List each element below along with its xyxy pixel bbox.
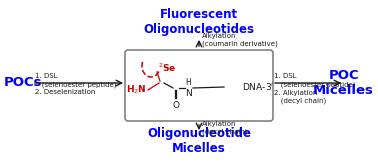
- Text: DNA-3$'$: DNA-3$'$: [242, 82, 274, 92]
- Text: Fluorescent
Oligonucleotides: Fluorescent Oligonucleotides: [144, 8, 254, 36]
- Text: 1. DSL
   (selenoester peptide)
2. Alkylation
   (decyl chain): 1. DSL (selenoester peptide) 2. Alkylati…: [274, 73, 355, 104]
- Text: N: N: [184, 89, 191, 98]
- FancyBboxPatch shape: [125, 50, 273, 121]
- Text: O: O: [172, 101, 180, 110]
- Text: H$_2$N: H$_2$N: [126, 84, 147, 96]
- Text: $^2$Se: $^2$Se: [158, 62, 177, 74]
- Text: 1. DSL
   (selenoester peptide)
2. Deselenization: 1. DSL (selenoester peptide) 2. Deseleni…: [35, 73, 116, 96]
- Text: POCs: POCs: [4, 76, 42, 89]
- Text: Alkylation
(decyl chain): Alkylation (decyl chain): [202, 121, 248, 135]
- Text: POC
Micelles: POC Micelles: [313, 69, 374, 97]
- Text: Oligonucleotide
Micelles: Oligonucleotide Micelles: [147, 127, 251, 155]
- Text: H: H: [185, 78, 191, 87]
- Text: Alkylation
(coumarin derivative): Alkylation (coumarin derivative): [202, 33, 278, 47]
